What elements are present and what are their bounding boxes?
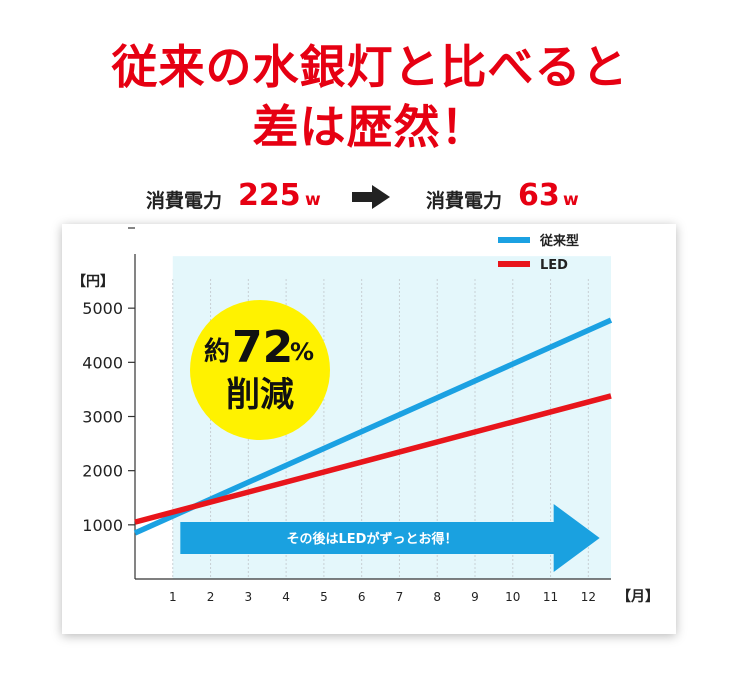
savings-badge-prefix: 約 — [204, 336, 230, 367]
x-tick-label-8: 8 — [433, 590, 441, 604]
y-tick-label-3000: 3000 — [82, 408, 123, 427]
savings-badge-percent: % — [290, 338, 314, 366]
x-tick-label-6: 6 — [358, 590, 366, 604]
power-label-after: 消費電力 — [426, 190, 503, 212]
series-line-led — [134, 393, 612, 525]
power-value-before: 225 — [238, 178, 301, 213]
power-label-before: 消費電力 — [146, 190, 223, 212]
banner-arrow-shape — [180, 504, 600, 572]
power-comparison: 消費電力 225 w 消費電力 63 w — [0, 178, 740, 218]
x-tick-label-10: 10 — [505, 590, 520, 604]
y-axis-label: 【円】 — [72, 274, 114, 290]
x-tick-label-5: 5 — [320, 590, 328, 604]
x-axis-label: 【月】 — [617, 589, 659, 605]
y-tick-label-4000: 4000 — [82, 353, 123, 372]
y-tick-label-2000: 2000 — [82, 462, 123, 481]
x-tick-label-9: 9 — [471, 590, 479, 604]
y-tick-label-1000: 1000 — [82, 516, 123, 535]
legend-label-1: LED — [540, 258, 568, 273]
savings-badge-number: 72 — [232, 322, 293, 373]
x-tick-label-11: 11 — [543, 590, 558, 604]
savings-badge-word: 削減 — [226, 375, 294, 415]
x-tick-label-1: 1 — [169, 590, 177, 604]
x-tick-label-2: 2 — [207, 590, 215, 604]
x-tick-label-7: 7 — [396, 590, 404, 604]
series-line-conventional — [133, 317, 613, 536]
power-unit-after: w — [563, 190, 579, 210]
headline-line-2: 差は歴然！ — [252, 100, 488, 154]
banner-arrow-text: その後はLEDがずっとお得！ — [287, 531, 458, 547]
x-tick-label-12: 12 — [581, 590, 596, 604]
chart-card: 1000 2000 3000 4000 5000 【円】 1 2 3 4 5 6 7 8 9 10 11 12 【月… — [62, 224, 676, 634]
power-unit-before: w — [305, 190, 321, 210]
y-tick-label-5000: 5000 — [82, 299, 123, 318]
legend-label-0: 従来型 — [539, 233, 579, 249]
power-value-after: 63 — [518, 178, 560, 213]
headline-line-1: 従来の水銀灯と比べると — [111, 40, 629, 94]
x-tick-label-4: 4 — [282, 590, 290, 604]
x-tick-label-3: 3 — [245, 590, 253, 604]
right-arrow-icon — [352, 185, 390, 209]
savings-badge-circle — [190, 300, 330, 440]
